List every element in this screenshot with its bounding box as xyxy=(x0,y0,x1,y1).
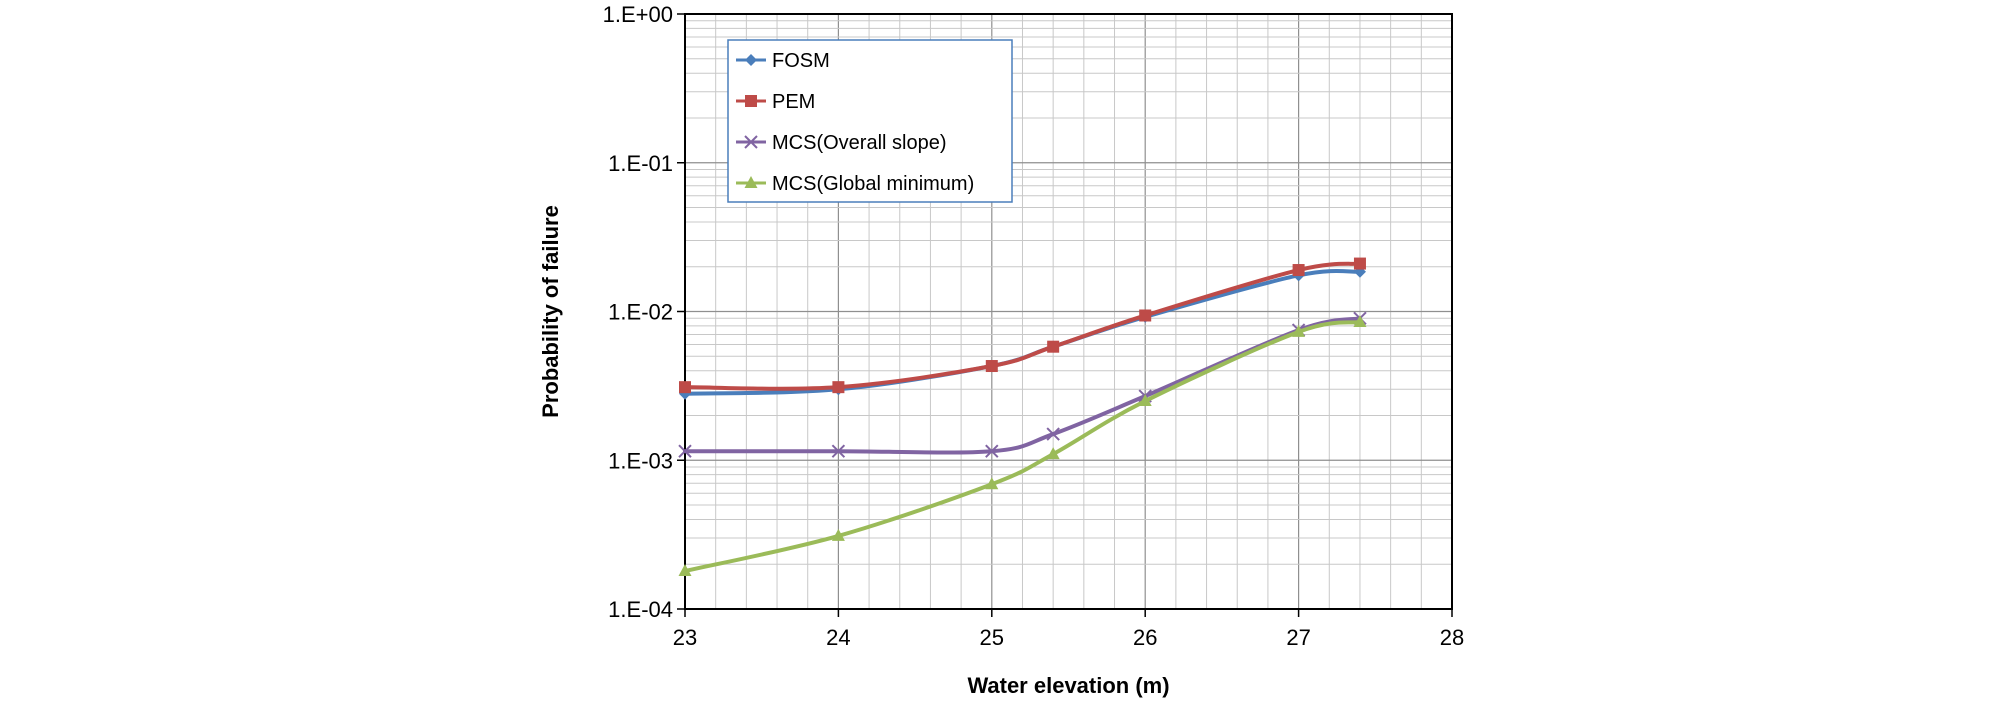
legend-entry: MCS(Overall slope) xyxy=(736,132,946,154)
legend-marker-diamond xyxy=(745,54,757,66)
y-tick-label: 1.E-03 xyxy=(608,448,673,473)
x-tick-label: 25 xyxy=(980,625,1004,650)
data-point-x xyxy=(985,444,999,458)
x-tick-label: 26 xyxy=(1133,625,1157,650)
series-square xyxy=(679,257,1366,394)
data-point-square xyxy=(1139,309,1152,322)
series-triangle xyxy=(678,314,1367,577)
data-point-x xyxy=(1046,427,1060,441)
x-axis-ticks: 23 24 25 26 27 28 xyxy=(673,609,1464,650)
series-line xyxy=(683,261,1362,391)
x-tick-label: 24 xyxy=(826,625,850,650)
y-tick-label: 1.E+00 xyxy=(603,2,673,27)
data-point-square xyxy=(679,381,691,394)
y-tick-label: 1.E-01 xyxy=(608,151,673,176)
series-layer xyxy=(678,257,1367,577)
legend-marker-triangle xyxy=(744,176,758,188)
data-point-square xyxy=(1047,340,1060,353)
data-point-triangle xyxy=(1292,324,1306,337)
data-point-triangle xyxy=(831,528,845,541)
x-tick-label: 23 xyxy=(673,625,697,650)
legend-label: MCS(Overall slope) xyxy=(772,132,946,154)
legend-label: PEM xyxy=(772,91,815,113)
legend-label: FOSM xyxy=(772,50,830,72)
x-axis-title: Water elevation (m) xyxy=(967,673,1169,698)
legend-entry: MCS(Global minimum) xyxy=(736,173,974,195)
y-axis-title: Probability of failure xyxy=(538,205,563,418)
x-tick-label: 27 xyxy=(1286,625,1310,650)
y-tick-label: 1.E-04 xyxy=(608,597,673,622)
data-point-triangle xyxy=(678,564,692,577)
data-point-square xyxy=(1353,257,1366,270)
y-tick-label: 1.E-02 xyxy=(608,300,673,325)
legend: FOSM PEM MCS(Overall slope) MCS(Global mini… xyxy=(727,39,1013,203)
data-point-x xyxy=(678,444,692,458)
data-point-square xyxy=(985,360,998,373)
data-point-triangle xyxy=(1138,394,1152,407)
legend-entry: PEM xyxy=(736,91,815,113)
y-axis-ticks: 1.E-04 1.E-03 1.E-02 1.E-01 1.E+00 xyxy=(603,2,685,622)
legend-label: MCS(Global minimum) xyxy=(772,173,974,195)
data-point-triangle xyxy=(985,477,999,490)
legend-entry: FOSM xyxy=(736,50,830,72)
legend-marker-x xyxy=(744,135,758,149)
legend-box xyxy=(727,39,1013,203)
data-point-triangle xyxy=(1046,447,1060,460)
data-point-triangle xyxy=(1353,314,1367,327)
data-point-square xyxy=(832,381,845,394)
legend-marker-square xyxy=(745,95,757,107)
data-point-x xyxy=(831,444,846,458)
data-point-square xyxy=(1292,264,1305,277)
x-tick-label: 28 xyxy=(1440,625,1464,650)
